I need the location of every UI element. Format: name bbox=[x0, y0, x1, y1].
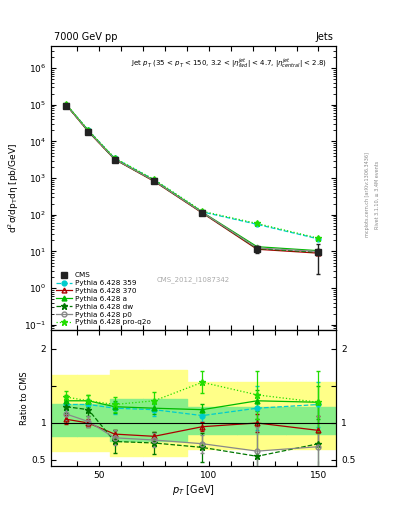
Pythia 6.428 a bbox=[152, 178, 156, 184]
Pythia 6.428 359 bbox=[112, 155, 117, 161]
Pythia 6.428 359 bbox=[255, 221, 259, 227]
Line: Pythia 6.428 359: Pythia 6.428 359 bbox=[64, 102, 321, 241]
Pythia 6.428 370 bbox=[64, 102, 69, 108]
Line: Pythia 6.428 pro-q2o: Pythia 6.428 pro-q2o bbox=[63, 101, 321, 241]
Pythia 6.428 359 bbox=[152, 177, 156, 183]
Text: CMS_2012_I1087342: CMS_2012_I1087342 bbox=[157, 276, 230, 283]
Pythia 6.428 p0 bbox=[316, 248, 321, 254]
Line: Pythia 6.428 a: Pythia 6.428 a bbox=[64, 102, 321, 253]
Pythia 6.428 a bbox=[86, 128, 91, 134]
Text: 7000 GeV pp: 7000 GeV pp bbox=[54, 32, 118, 42]
Pythia 6.428 p0 bbox=[152, 178, 156, 184]
Legend: CMS, Pythia 6.428 359, Pythia 6.428 370, Pythia 6.428 a, Pythia 6.428 dw, Pythia: CMS, Pythia 6.428 359, Pythia 6.428 370,… bbox=[55, 271, 152, 327]
Pythia 6.428 p0 bbox=[200, 209, 205, 216]
Line: Pythia 6.428 370: Pythia 6.428 370 bbox=[64, 103, 321, 255]
Pythia 6.428 359 bbox=[316, 236, 321, 242]
Text: mcplots.cern.ch [arXiv:1306.3436]: mcplots.cern.ch [arXiv:1306.3436] bbox=[365, 152, 370, 237]
Pythia 6.428 p0 bbox=[112, 156, 117, 162]
Pythia 6.428 pro-q2o bbox=[64, 101, 69, 108]
Pythia 6.428 dw bbox=[316, 249, 321, 255]
X-axis label: $p_T$ [GeV]: $p_T$ [GeV] bbox=[172, 482, 215, 497]
Pythia 6.428 370 bbox=[200, 210, 205, 216]
Text: Jet $p_T$ (35 < $p_T$ < 150, 3.2 < $|\eta^{jet}_{fwd}|$ < 4.7, $|\eta^{jet}_{cen: Jet $p_T$ (35 < $p_T$ < 150, 3.2 < $|\et… bbox=[131, 56, 327, 70]
Pythia 6.428 370 bbox=[86, 129, 91, 135]
Pythia 6.428 dw bbox=[86, 128, 91, 134]
Pythia 6.428 dw bbox=[112, 156, 117, 162]
Pythia 6.428 pro-q2o bbox=[255, 220, 259, 226]
Pythia 6.428 370 bbox=[112, 156, 117, 162]
Pythia 6.428 dw bbox=[200, 209, 205, 216]
Pythia 6.428 a bbox=[112, 156, 117, 162]
Pythia 6.428 359 bbox=[64, 102, 69, 108]
Pythia 6.428 p0 bbox=[86, 128, 91, 134]
Pythia 6.428 dw bbox=[152, 178, 156, 184]
Pythia 6.428 370 bbox=[316, 250, 321, 256]
Pythia 6.428 a bbox=[200, 209, 205, 215]
Text: Jets: Jets bbox=[315, 32, 333, 42]
Pythia 6.428 p0 bbox=[255, 245, 259, 251]
Pythia 6.428 a bbox=[64, 101, 69, 108]
Pythia 6.428 dw bbox=[64, 102, 69, 109]
Y-axis label: $\mathregular{d^2\sigma/dp_T d\eta}$ [pb/GeV]: $\mathregular{d^2\sigma/dp_T d\eta}$ [pb… bbox=[7, 143, 21, 233]
Pythia 6.428 pro-q2o bbox=[86, 127, 91, 133]
Y-axis label: Ratio to CMS: Ratio to CMS bbox=[20, 371, 29, 425]
Line: Pythia 6.428 dw: Pythia 6.428 dw bbox=[63, 102, 321, 255]
Pythia 6.428 370 bbox=[255, 246, 259, 252]
Pythia 6.428 a bbox=[255, 244, 259, 250]
Pythia 6.428 359 bbox=[86, 127, 91, 134]
Pythia 6.428 p0 bbox=[64, 102, 69, 108]
Pythia 6.428 dw bbox=[255, 245, 259, 251]
Pythia 6.428 359 bbox=[200, 209, 205, 215]
Pythia 6.428 pro-q2o bbox=[316, 235, 321, 241]
Pythia 6.428 a bbox=[316, 248, 321, 254]
Text: Rivet 3.1.10, ≥ 3.4M events: Rivet 3.1.10, ≥ 3.4M events bbox=[375, 160, 380, 229]
Pythia 6.428 pro-q2o bbox=[200, 208, 205, 215]
Pythia 6.428 370 bbox=[152, 178, 156, 184]
Pythia 6.428 pro-q2o bbox=[112, 155, 117, 161]
Pythia 6.428 pro-q2o bbox=[152, 177, 156, 183]
Line: Pythia 6.428 p0: Pythia 6.428 p0 bbox=[64, 102, 321, 254]
